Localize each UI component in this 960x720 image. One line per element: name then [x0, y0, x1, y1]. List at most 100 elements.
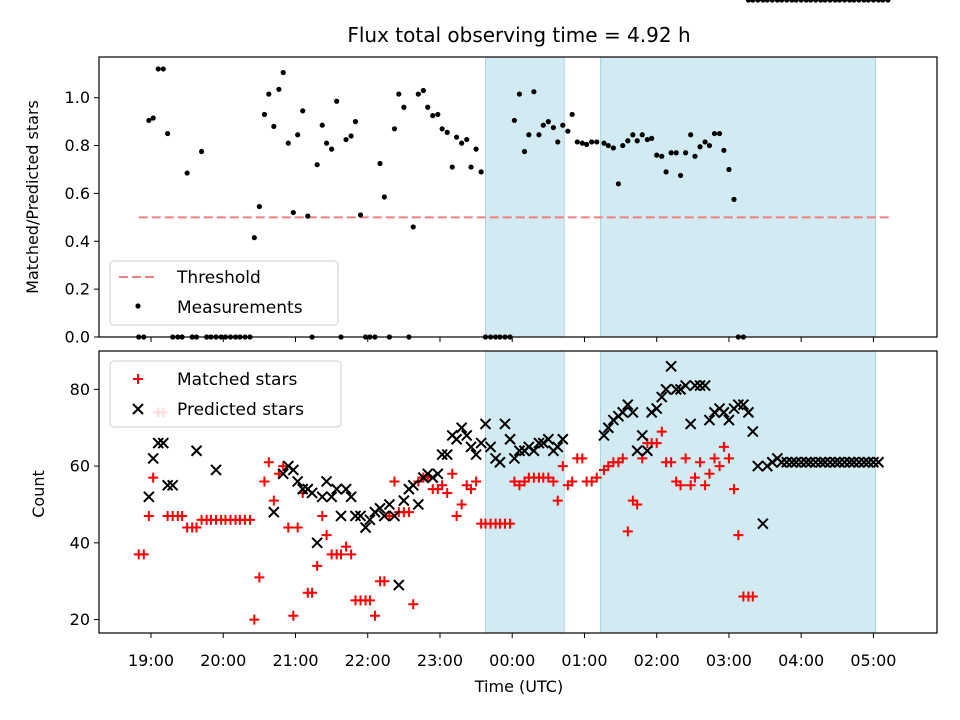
measurement-point	[401, 104, 407, 110]
matched-point	[379, 576, 390, 587]
measurement-point	[851, 0, 857, 3]
matched-point	[651, 438, 662, 449]
predicted-point	[656, 391, 668, 403]
predicted-point	[388, 510, 401, 522]
measurement-point	[565, 128, 571, 134]
plot-frame	[98, 350, 938, 634]
measurement-point	[663, 169, 669, 175]
measurement-point	[555, 139, 561, 145]
predicted-point	[809, 456, 822, 468]
measurement-point	[165, 130, 171, 137]
predicted-point	[814, 456, 827, 468]
measurement-point	[352, 119, 359, 125]
measurement-point	[550, 124, 556, 131]
predicted-point	[795, 456, 807, 468]
predicted-point	[737, 399, 750, 411]
x-tick-label: 21:00	[272, 651, 318, 670]
measurement-point	[579, 140, 585, 146]
measurement-point	[377, 160, 383, 167]
matched-point	[312, 560, 323, 571]
measurement-point	[605, 142, 611, 149]
predicted-point	[461, 429, 473, 442]
matched-point	[369, 610, 380, 621]
predicted-point	[393, 579, 405, 591]
predicted-point	[858, 456, 870, 468]
measurement-point	[803, 0, 809, 3]
plot-frame	[98, 56, 938, 338]
measurement-point	[323, 140, 330, 146]
measurement-point	[856, 0, 862, 3]
predicted-point	[465, 441, 477, 453]
measurement-point	[861, 0, 867, 3]
legend-box	[109, 360, 342, 428]
predicted-point	[190, 445, 203, 457]
predicted-point	[157, 437, 170, 449]
predicted-point	[297, 483, 309, 495]
predicted-point	[819, 456, 831, 468]
x-tick-label: 20:00	[200, 651, 246, 670]
measurement-point	[818, 0, 824, 3]
legend-predicted-swatch	[132, 403, 144, 415]
measurement-point	[807, 0, 814, 3]
predicted-point	[528, 445, 540, 457]
measurement-point	[673, 150, 679, 156]
measurement-point	[683, 150, 689, 156]
predicted-point	[450, 433, 463, 445]
matched-point	[695, 457, 706, 468]
y-tick-label: 0.4	[65, 232, 90, 251]
matched-point	[364, 595, 375, 606]
measurement-point	[319, 122, 325, 128]
measurement-point	[391, 126, 398, 132]
measurement-point	[334, 98, 340, 104]
predicted-point	[378, 510, 391, 522]
y-tick-label: 0.2	[65, 280, 90, 299]
predicted-point	[345, 491, 357, 503]
predicted-point	[143, 491, 155, 503]
predicted-point	[679, 379, 692, 392]
measurement-point	[688, 132, 694, 138]
measurement-point	[731, 196, 737, 202]
predicted-point	[513, 445, 526, 457]
measurement-point	[155, 66, 161, 72]
predicted-point	[455, 422, 468, 434]
matched-point	[278, 461, 289, 472]
matched-point	[244, 514, 255, 525]
predicted-point	[470, 448, 482, 461]
predicted-point	[800, 456, 812, 468]
measurement-point	[610, 145, 616, 151]
measurement-point	[832, 0, 838, 3]
measurement-point	[453, 134, 460, 140]
predicted-point	[602, 422, 615, 434]
shaded-interval	[485, 350, 565, 634]
predicted-point	[781, 456, 793, 468]
matched-point	[505, 518, 516, 529]
predicted-point	[383, 498, 396, 511]
matched-point	[148, 472, 159, 483]
predicted-point	[508, 452, 521, 465]
matched-point	[177, 510, 188, 521]
predicted-point	[147, 452, 159, 465]
measurement-point	[726, 166, 732, 173]
predicted-point	[670, 383, 682, 396]
matched-point	[384, 510, 395, 521]
measurement-point	[280, 69, 286, 76]
measurement-point	[745, 0, 752, 3]
legend-matched-label: Matched stars	[177, 370, 297, 390]
measurement-point	[644, 136, 650, 143]
measurement-point	[870, 0, 877, 3]
predicted-point	[484, 441, 497, 453]
predicted-point	[804, 456, 817, 468]
measurement-point	[789, 0, 795, 3]
matched-point	[259, 476, 270, 487]
predicted-point	[833, 456, 846, 468]
shaded-interval	[599, 56, 876, 338]
measurement-point	[677, 172, 684, 179]
predicted-point	[622, 399, 634, 411]
predicted-point	[349, 510, 362, 522]
measurement-point	[880, 0, 886, 3]
matched-point	[557, 461, 568, 472]
measurement-point	[836, 0, 843, 3]
predicted-point	[479, 418, 492, 430]
matched-point	[586, 476, 597, 487]
y-tick-label: 40	[70, 533, 90, 552]
